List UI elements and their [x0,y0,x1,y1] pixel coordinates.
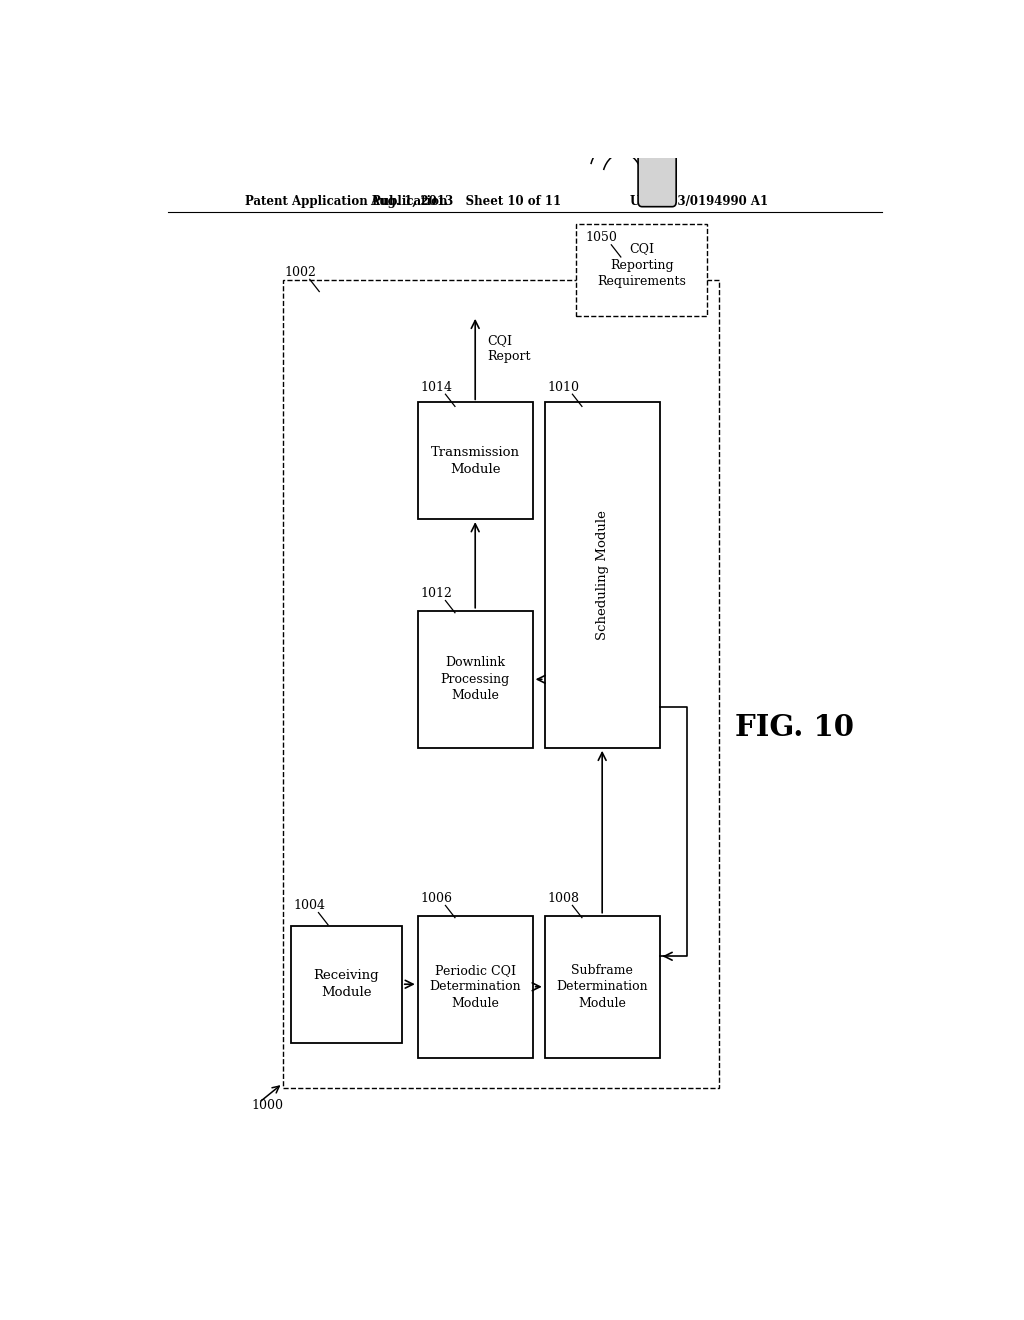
Text: 1014: 1014 [420,380,452,393]
Bar [418,916,532,1057]
Text: 1010: 1010 [547,380,579,393]
Text: 1004: 1004 [293,899,325,912]
Bar [577,224,708,315]
Text: CQI
Reporting
Requirements: CQI Reporting Requirements [597,242,686,288]
Text: Scheduling Module: Scheduling Module [596,511,608,640]
Text: Subframe
Determination
Module: Subframe Determination Module [556,964,648,1010]
Bar [418,611,532,748]
Text: Transmission
Module: Transmission Module [431,446,520,475]
Text: 1002: 1002 [285,265,316,279]
Text: FIG. 10: FIG. 10 [735,713,854,742]
Text: 1006: 1006 [420,892,452,904]
Text: CQI
Report: CQI Report [487,334,530,363]
Bar [545,916,659,1057]
Bar [545,403,659,748]
Text: Downlink
Processing
Module: Downlink Processing Module [440,656,510,702]
Bar [291,925,401,1043]
Text: Periodic CQI
Determination
Module: Periodic CQI Determination Module [429,964,521,1010]
Text: 1008: 1008 [547,892,579,904]
Text: Aug. 1, 2013   Sheet 10 of 11: Aug. 1, 2013 Sheet 10 of 11 [370,194,561,207]
Text: Receiving
Module: Receiving Module [313,969,379,999]
Text: 1000: 1000 [251,1100,283,1113]
Text: US 2013/0194990 A1: US 2013/0194990 A1 [631,194,768,207]
Bar [418,403,532,519]
Bar [283,280,719,1089]
Text: Patent Application Publication: Patent Application Publication [246,194,447,207]
Text: 1050: 1050 [586,231,617,244]
Text: 1012: 1012 [420,587,452,599]
FancyBboxPatch shape [638,141,676,207]
